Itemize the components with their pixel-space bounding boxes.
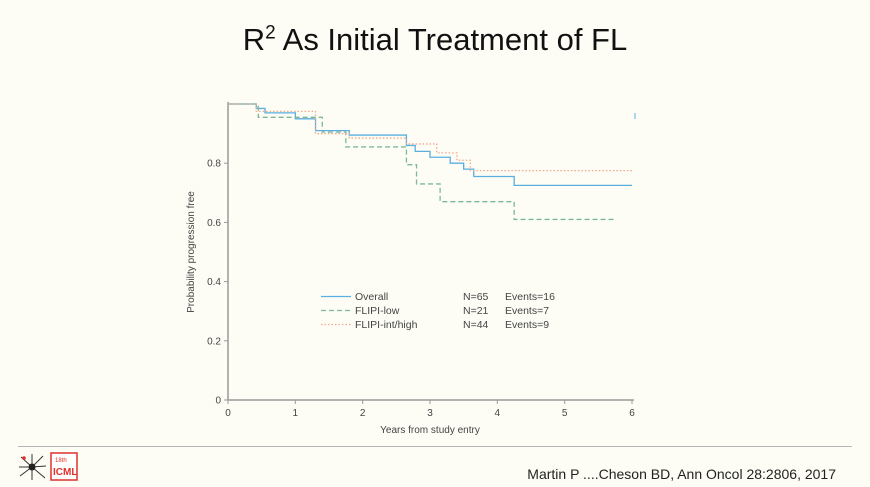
legend-events: Events=16	[505, 291, 555, 303]
y-tick-label: 0.6	[207, 218, 221, 229]
x-axis-label: Years from study entry	[380, 425, 480, 436]
logo-name: ICML	[53, 467, 77, 478]
y-tick-label: 0.4	[207, 277, 221, 288]
x-tick-label: 0	[225, 408, 231, 419]
x-tick-label: 2	[360, 408, 366, 419]
y-axis-label: Probability progression free	[186, 191, 197, 313]
km-curve-overall	[228, 103, 632, 187]
y-tick-label: 0.8	[207, 159, 221, 170]
y-tick-label: 0.2	[207, 336, 221, 347]
curves	[228, 103, 636, 221]
x-tick-label: 5	[562, 408, 568, 419]
legend-events: Events=7	[505, 305, 549, 317]
legend-label: FLIPI-low	[355, 305, 400, 317]
x-tick-label: 3	[427, 408, 433, 419]
x-tick-label: 1	[293, 408, 299, 419]
km-curve-flipi-low	[228, 103, 616, 221]
title-superscript: 2	[265, 22, 276, 44]
lymphocyte-icon: 18th ICML	[19, 452, 78, 481]
title-prefix: R	[242, 22, 266, 57]
km-curve-flipi-int-high	[228, 103, 632, 172]
legend-label: FLIPI-int/high	[355, 319, 418, 331]
y-tick-label: 0	[215, 396, 221, 407]
legend-label: Overall	[355, 291, 388, 303]
citation: Martin P ....Cheson BD, Ann Oncol 28:280…	[527, 466, 836, 482]
axes: 0 1 2 3 4 5 6 0 0.2 0.4 0.6 0.8	[207, 102, 635, 419]
title-rest: As Initial Treatment of FL	[275, 22, 628, 57]
legend-n: N=21	[463, 305, 489, 317]
slide-title: R2 As Initial Treatment of FL	[0, 22, 870, 58]
x-tick-label: 6	[629, 408, 635, 419]
legend-n: N=65	[463, 291, 489, 303]
x-tick-label: 4	[495, 408, 501, 419]
icml-logo: 18th ICML	[18, 452, 80, 482]
legend-events: Events=9	[505, 319, 549, 331]
footer-divider	[18, 446, 852, 447]
legend-n: N=44	[463, 319, 489, 331]
legend: Overall N=65 Events=16 FLIPI-low N=21 Events=…	[321, 291, 555, 331]
logo-edition: 18th	[55, 458, 67, 464]
